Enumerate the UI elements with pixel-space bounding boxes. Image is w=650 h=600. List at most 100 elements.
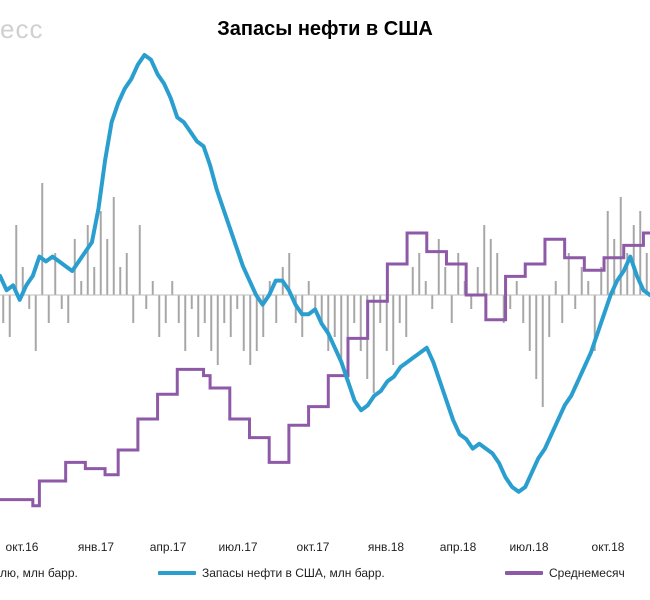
x-tick-label: июл.17 <box>218 540 257 554</box>
weekly-change-bar <box>619 197 622 295</box>
x-tick-label: янв.17 <box>78 540 115 554</box>
weekly-change-bar <box>333 295 336 337</box>
weekly-change-bar <box>34 295 37 351</box>
weekly-change-bar <box>236 295 239 309</box>
weekly-change-bar <box>164 295 167 323</box>
weekly-change-bar <box>60 295 63 309</box>
weekly-change-bar <box>99 211 102 295</box>
x-tick-label: янв.18 <box>368 540 405 554</box>
weekly-change-bar <box>502 295 505 323</box>
weekly-change-bar <box>359 295 362 351</box>
weekly-change-bar <box>314 295 317 309</box>
weekly-change-bar <box>8 295 11 337</box>
weekly-change-bar <box>450 295 453 323</box>
weekly-change-bar <box>476 267 479 295</box>
weekly-change-bar <box>554 281 557 295</box>
weekly-change-bar <box>431 295 434 309</box>
weekly-change-bar <box>379 295 382 323</box>
x-tick-label: апр.17 <box>150 540 187 554</box>
x-tick-label: апр.18 <box>440 540 477 554</box>
weekly-change-bar <box>275 295 278 323</box>
weekly-change-bar <box>483 225 486 295</box>
weekly-change-bar <box>470 295 473 309</box>
weekly-change-bar <box>372 295 375 393</box>
weekly-change-bar <box>197 295 200 337</box>
weekly-change-bar <box>320 295 323 323</box>
x-tick-label: июл.18 <box>509 540 548 554</box>
weekly-change-bar <box>437 239 440 295</box>
weekly-change-bar <box>28 295 31 309</box>
weekly-change-bar <box>639 211 642 295</box>
weekly-change-bar <box>86 225 89 295</box>
weekly-change-bar <box>496 253 499 295</box>
legend-label-inventory: Запасы нефти в США, млн барр. <box>202 566 385 580</box>
weekly-change-bar <box>340 295 343 365</box>
weekly-change-bar <box>145 295 148 309</box>
weekly-change-bar <box>424 281 427 295</box>
weekly-change-bar <box>613 239 616 295</box>
inventory-series <box>0 53 650 494</box>
weekly-change-bar <box>112 197 115 295</box>
weekly-change-bar <box>606 211 609 295</box>
x-tick-label: окт.18 <box>592 540 625 554</box>
weekly-change-bar <box>509 295 512 309</box>
weekly-change-bar <box>132 295 135 323</box>
weekly-change-bar <box>268 281 271 295</box>
weekly-change-bar <box>444 267 447 295</box>
weekly-change-bar <box>21 267 24 295</box>
weekly-change-bar <box>67 295 70 323</box>
weekly-change-bar <box>223 295 226 323</box>
weekly-change-bar <box>255 295 258 351</box>
weekly-change-bar <box>567 253 570 295</box>
weekly-change-bar <box>15 225 18 295</box>
chart-title: Запасы нефти в США <box>217 18 433 40</box>
weekly-change-bar <box>457 253 460 295</box>
weekly-change-bar <box>327 295 330 351</box>
weekly-change-bar <box>580 267 583 295</box>
weekly-change-bar <box>229 295 232 337</box>
weekly-change-bar <box>307 281 310 295</box>
weekly-change-bar <box>294 295 297 323</box>
weekly-change-bar <box>288 253 291 295</box>
weekly-change-bar <box>541 295 544 407</box>
x-tick-label: окт.16 <box>6 540 39 554</box>
weekly-change-bar <box>158 295 161 337</box>
weekly-change-bar <box>210 295 213 351</box>
weekly-change-bar <box>171 281 174 295</box>
weekly-change-bar <box>405 295 408 337</box>
weekly-change-bar <box>600 267 603 295</box>
inventory-line <box>0 53 650 494</box>
weekly-change-bar <box>80 281 83 295</box>
weekly-change-bar <box>587 281 590 295</box>
weekly-change-bar <box>47 295 50 323</box>
weekly-change-bar <box>119 267 122 295</box>
weekly-change-bar <box>548 295 551 337</box>
weekly-change-bar <box>561 295 564 323</box>
weekly-change-bar <box>106 239 109 295</box>
weekly-change-bar <box>242 295 245 351</box>
weekly-change-bar <box>190 295 193 309</box>
weekly-change-bar <box>411 267 414 295</box>
weekly-change-bar <box>138 225 141 295</box>
weekly-change-bar <box>2 295 5 323</box>
legend-item-monthly-average: Среднемесяч <box>505 566 625 580</box>
weekly-change-bar <box>177 295 180 323</box>
weekly-change-bar <box>626 253 629 295</box>
weekly-change-bar <box>151 281 154 295</box>
weekly-change-bar <box>528 295 531 351</box>
legend-label-weekly-change: лю, млн барр. <box>0 566 78 580</box>
legend-item-inventory: Запасы нефти в США, млн барр. <box>158 566 385 580</box>
weekly-change-bar <box>93 267 96 295</box>
weekly-change-bar <box>249 295 252 365</box>
legend-swatch-monthly-average <box>505 571 543 575</box>
weekly-change-bar <box>632 225 635 295</box>
weekly-change-bar <box>385 295 388 351</box>
legend-swatch-inventory <box>158 571 196 575</box>
weekly-change-bar <box>515 281 518 295</box>
monthly-average-line <box>0 231 650 508</box>
weekly-change-bar <box>645 253 648 295</box>
weekly-change-bar <box>203 295 206 323</box>
weekly-change-bar <box>535 295 538 379</box>
weekly-change-bar <box>489 239 492 295</box>
